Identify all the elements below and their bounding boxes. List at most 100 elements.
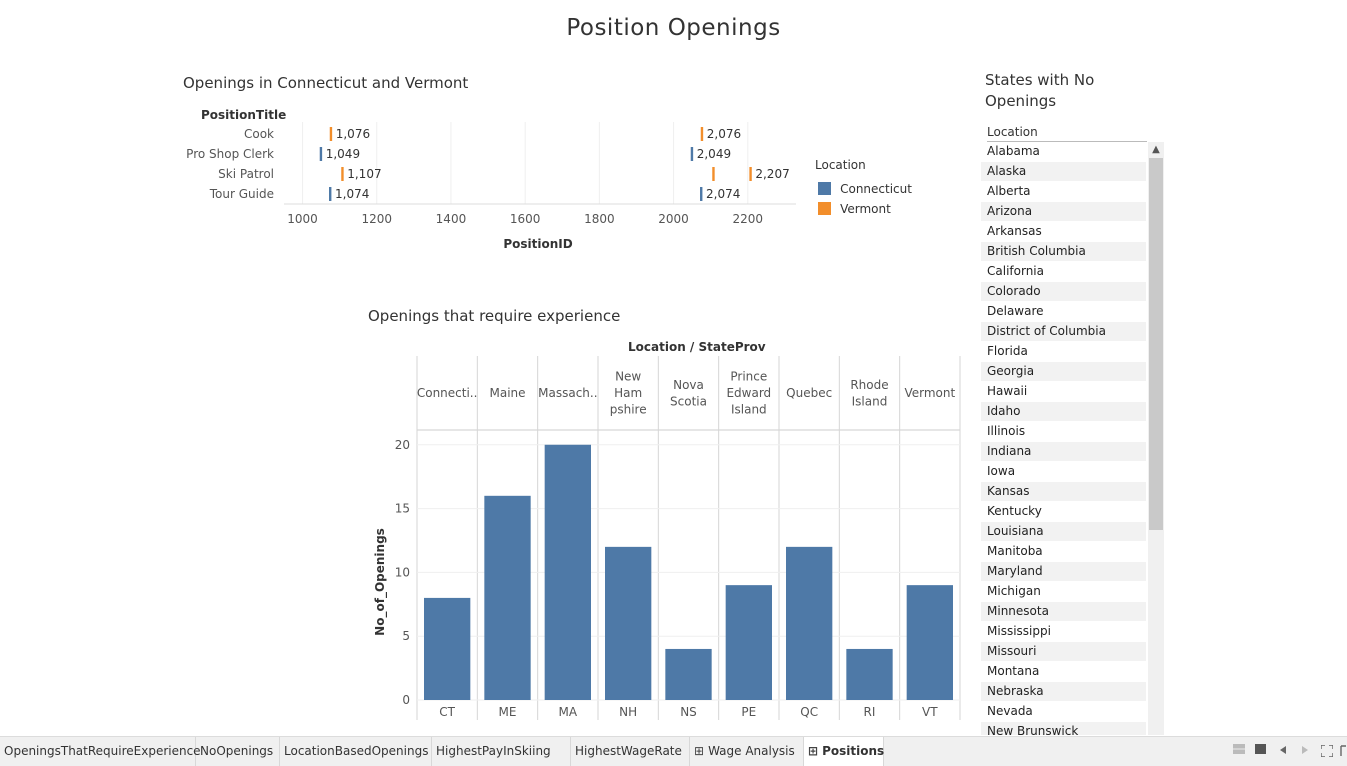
list-item[interactable]: Alabama	[987, 144, 1040, 158]
bar[interactable]	[424, 597, 471, 700]
tab-openingsthatrequireexperience[interactable]: OpeningsThatRequireExperience	[0, 737, 201, 766]
list-item[interactable]: Kentucky	[987, 504, 1042, 518]
bar[interactable]	[665, 648, 712, 700]
list-item[interactable]: Iowa	[987, 464, 1016, 478]
bar[interactable]	[846, 648, 893, 700]
list-item[interactable]: Nebraska	[981, 682, 1146, 701]
x-category-label: NH	[619, 705, 637, 719]
legend-swatch	[818, 182, 831, 195]
bar[interactable]	[484, 495, 531, 700]
data-label: 1,049	[326, 147, 360, 161]
list-item[interactable]: District of Columbia	[981, 322, 1146, 341]
list-item[interactable]: Montana	[987, 664, 1040, 678]
y-tick-label: 0	[402, 693, 410, 707]
list-item[interactable]: Missouri	[981, 642, 1146, 661]
list-item[interactable]: Florida	[987, 344, 1028, 358]
bars[interactable]	[424, 444, 953, 700]
x-tick-label: 1800	[584, 212, 615, 226]
list-item[interactable]: Georgia	[981, 362, 1146, 381]
list-item[interactable]: Manitoba	[987, 544, 1043, 558]
next-tab-icon[interactable]	[1301, 745, 1309, 758]
tick-mark[interactable]	[341, 167, 344, 181]
tick-mark[interactable]	[700, 127, 704, 141]
y-tick-label: 10	[395, 565, 410, 579]
tab-positions[interactable]: ⊞ Positions	[804, 737, 884, 766]
group-header: Maine	[489, 386, 525, 400]
tab-wage-analysis[interactable]: ⊞ Wage Analysis	[690, 737, 804, 766]
openings-tick-chart[interactable]: Cook Pro Shop Clerk Ski Patrol Tour Guide 1…	[180, 118, 980, 258]
list-item[interactable]: California	[987, 264, 1044, 278]
list-item[interactable]: Colorado	[981, 282, 1146, 301]
list-item[interactable]: British Columbia	[981, 242, 1146, 261]
tick-mark[interactable]	[700, 187, 703, 201]
list-item[interactable]: Arizona	[981, 202, 1146, 221]
list-item[interactable]: Alaska	[981, 162, 1146, 181]
data-label: 2,076	[707, 127, 741, 141]
tick-mark[interactable]	[712, 167, 715, 181]
legend-item-connecticut[interactable]: Connecticut	[818, 178, 912, 197]
x-axis-label: PositionID	[503, 237, 572, 251]
dashboard-icon: ⊞	[808, 744, 819, 758]
sheet3-title: States with No Openings	[985, 71, 1095, 110]
no-openings-list[interactable]: Alabama Alaska Alberta Arizona Arkansas Briti…	[981, 142, 1164, 735]
tab-label: Wage Analysis	[708, 744, 795, 758]
list-item[interactable]: Kansas	[981, 482, 1146, 501]
list-item[interactable]: Louisiana	[981, 522, 1146, 541]
tab-highestwagerate[interactable]: HighestWageRate	[571, 737, 690, 766]
location-column-header[interactable]: Location	[987, 125, 1147, 142]
list-item[interactable]: Indiana	[981, 442, 1146, 461]
list-item[interactable]: Idaho	[981, 402, 1146, 421]
tick-mark[interactable]	[319, 147, 323, 161]
tick-mark[interactable]	[329, 187, 332, 201]
list-item[interactable]: Mississippi	[987, 624, 1051, 638]
dashboard-icon: ⊞	[694, 744, 705, 758]
list-item[interactable]: Michigan	[987, 584, 1041, 598]
sheet-tab-bar: OpeningsThatRequireExperience NoOpenings L…	[0, 736, 1347, 766]
scrollbar-thumb[interactable]	[1149, 158, 1163, 530]
bar[interactable]	[725, 585, 772, 700]
bar[interactable]	[605, 546, 652, 700]
fullscreen-icon[interactable]	[1320, 744, 1334, 760]
tab-locationbasedopenings[interactable]: LocationBasedOpenings	[280, 737, 432, 766]
data-label: 1,074	[335, 187, 369, 201]
group-header: Nova Scotia	[670, 378, 707, 409]
view-grid-icon[interactable]	[1233, 744, 1245, 757]
tab-label: NoOpenings	[200, 744, 274, 758]
list-item[interactable]: Maryland	[981, 562, 1146, 581]
x-tick-label: 1400	[436, 212, 467, 226]
list-item[interactable]: Alberta	[987, 184, 1031, 198]
show-tabs-icon[interactable]	[1340, 745, 1347, 760]
list-item[interactable]: Minnesota	[981, 602, 1146, 621]
list-item[interactable]: Hawaii	[987, 384, 1028, 398]
tab-highestpayinskiing[interactable]: HighestPayInSkiing	[432, 737, 571, 766]
list-item[interactable]: New Brunswick	[981, 722, 1146, 735]
bar[interactable]	[544, 444, 591, 700]
bar[interactable]	[786, 546, 833, 700]
scroll-up-icon[interactable]: ▲	[1148, 142, 1164, 158]
group-header: Connecti..	[417, 386, 478, 400]
bar[interactable]	[906, 585, 953, 700]
column-header-location: Location / StateProv	[628, 340, 766, 354]
data-label: 1,107	[347, 167, 381, 181]
list-item[interactable]: Illinois	[987, 424, 1026, 438]
tab-noopenings[interactable]: NoOpenings	[196, 737, 280, 766]
x-axis: CT ME MA NH NS PE QC RI VT	[439, 705, 938, 719]
tick-mark[interactable]	[329, 127, 333, 141]
tick-mark[interactable]	[749, 167, 752, 181]
tab-label: HighestPayInSkiing	[436, 744, 551, 758]
list-item[interactable]: Delaware	[987, 304, 1044, 318]
previous-tab-icon[interactable]	[1279, 745, 1287, 758]
chart-marks[interactable]: 1,049 2,049 1,074 2,074 1,076 2,076 1,107 2,207	[319, 127, 790, 201]
tick-mark[interactable]	[690, 147, 694, 161]
list-item[interactable]: Nevada	[987, 704, 1033, 718]
group-header: Rhode Island	[850, 378, 888, 409]
view-sheet-icon[interactable]	[1255, 744, 1266, 757]
tab-label: LocationBasedOpenings	[284, 744, 429, 758]
list-item[interactable]: Arkansas	[987, 224, 1042, 238]
experience-bar-chart[interactable]: Connecti.. Maine Massach.. New Ham pshire Nova…	[360, 350, 970, 725]
tab-label: HighestWageRate	[575, 744, 682, 758]
legend-item-vermont[interactable]: Vermont	[818, 198, 891, 217]
sheet2-title: Openings that require experience	[368, 307, 621, 325]
y-axis-label: No_of_Openings	[373, 528, 388, 636]
row-label: Cook	[244, 127, 274, 141]
